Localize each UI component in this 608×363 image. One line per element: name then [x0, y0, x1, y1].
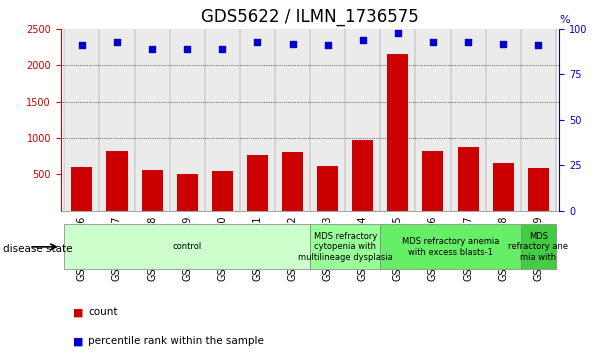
Point [252, 39, 262, 45]
Point [182, 46, 192, 52]
Bar [282, 152, 303, 211]
Bar [106, 151, 128, 211]
Point [77, 42, 87, 48]
Bar [528, 168, 549, 211]
Bar [458, 147, 478, 211]
Bar [423, 151, 443, 211]
Bar [212, 171, 233, 211]
Text: MDS
refractory ane
mia with: MDS refractory ane mia with [508, 232, 568, 262]
Point [463, 39, 473, 45]
Text: disease state: disease state [3, 244, 72, 254]
Point [288, 41, 297, 46]
Bar [352, 140, 373, 211]
Text: count: count [88, 307, 118, 317]
Bar [71, 167, 92, 211]
Bar [275, 29, 310, 211]
Point [393, 30, 402, 36]
Bar [247, 155, 268, 211]
Text: control: control [173, 242, 202, 251]
Bar [415, 29, 451, 211]
Text: ■: ■ [73, 307, 83, 317]
Bar [240, 29, 275, 211]
Point [358, 37, 368, 43]
Text: percentile rank within the sample: percentile rank within the sample [88, 336, 264, 346]
Bar [387, 54, 409, 211]
Bar [100, 29, 134, 211]
FancyBboxPatch shape [310, 224, 380, 269]
FancyBboxPatch shape [520, 224, 556, 269]
Bar [205, 29, 240, 211]
Point [533, 42, 543, 48]
FancyBboxPatch shape [380, 224, 520, 269]
Bar [142, 170, 162, 211]
Bar [486, 29, 520, 211]
Point [147, 46, 157, 52]
Text: MDS refractory anemia
with excess blasts-1: MDS refractory anemia with excess blasts… [402, 237, 499, 257]
Bar [317, 166, 338, 211]
Text: %: % [559, 15, 570, 25]
Bar [345, 29, 380, 211]
Point [428, 39, 438, 45]
Point [112, 39, 122, 45]
Bar [177, 174, 198, 211]
Bar [310, 29, 345, 211]
Bar [64, 29, 100, 211]
Bar [492, 163, 514, 211]
Bar [134, 29, 170, 211]
Point [499, 41, 508, 46]
Bar [451, 29, 486, 211]
Title: GDS5622 / ILMN_1736575: GDS5622 / ILMN_1736575 [201, 8, 419, 26]
FancyBboxPatch shape [64, 224, 310, 269]
Bar [520, 29, 556, 211]
Text: MDS refractory
cytopenia with
multilineage dysplasia: MDS refractory cytopenia with multilinea… [298, 232, 393, 262]
Bar [380, 29, 415, 211]
Point [323, 42, 333, 48]
Point [218, 46, 227, 52]
Text: ■: ■ [73, 336, 83, 346]
Bar [170, 29, 205, 211]
